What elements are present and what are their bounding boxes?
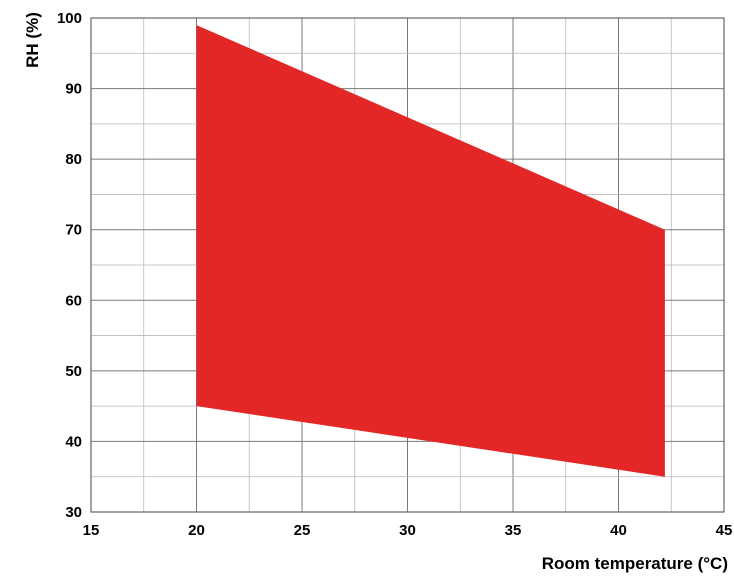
y-tick-label: 100 — [57, 10, 82, 27]
y-tick-label: 30 — [65, 504, 82, 521]
x-tick-label: 45 — [716, 522, 733, 539]
operating-region-area — [196, 25, 665, 477]
y-axis-title: RH (%) — [23, 12, 42, 68]
y-tick-label: 90 — [65, 81, 82, 98]
y-tick-label: 60 — [65, 292, 82, 309]
x-tick-label: 30 — [399, 522, 416, 539]
x-axis-ticks: 15 20 25 30 35 40 45 — [83, 522, 733, 539]
operating-region — [196, 25, 665, 477]
x-tick-label: 20 — [188, 522, 205, 539]
y-tick-label: 40 — [65, 433, 82, 450]
y-tick-label: 50 — [65, 363, 82, 380]
plot-frame — [90, 17, 725, 513]
y-tick-label: 70 — [65, 222, 82, 239]
y-tick-label: 80 — [65, 151, 82, 168]
y-axis-ticks: 30 40 50 60 70 80 90 100 — [57, 10, 82, 521]
x-tick-label: 25 — [294, 522, 311, 539]
x-tick-label: 35 — [505, 522, 522, 539]
x-axis-title: Room temperature (°C) — [542, 554, 728, 573]
x-tick-label: 15 — [83, 522, 100, 539]
x-tick-label: 40 — [610, 522, 627, 539]
